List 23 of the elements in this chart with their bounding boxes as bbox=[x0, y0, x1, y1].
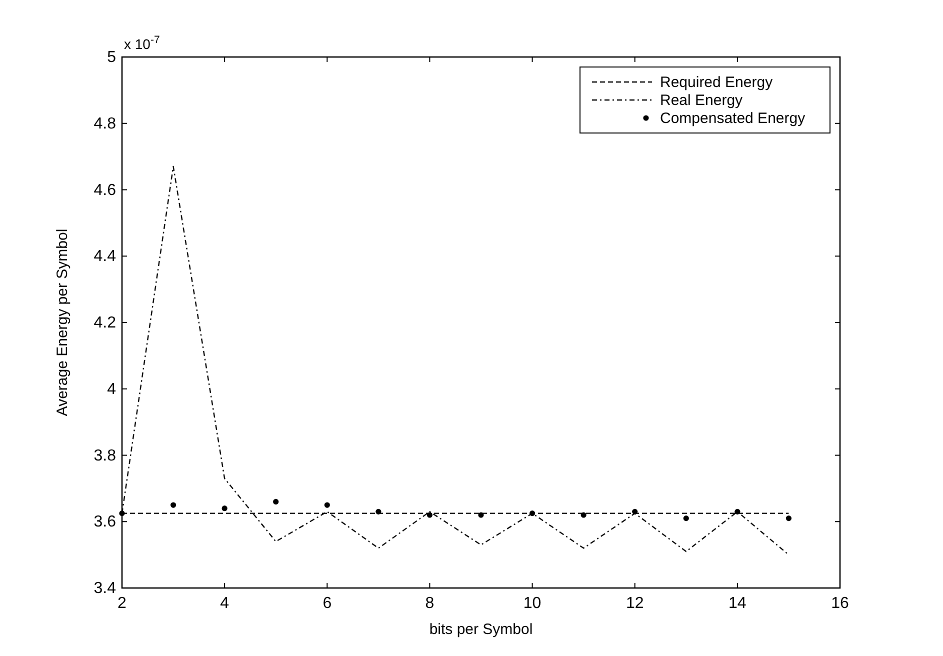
x-tick-label: 10 bbox=[523, 595, 542, 612]
y-tick-label: 3.8 bbox=[94, 447, 116, 464]
y-tick-label: 3.4 bbox=[94, 580, 116, 597]
y-tick-label: 4 bbox=[107, 380, 116, 398]
x-tick-label: 6 bbox=[322, 595, 332, 612]
legend-label: Real Energy bbox=[660, 92, 744, 109]
legend-label: Required Energy bbox=[660, 74, 774, 91]
y-tick-label: 4.8 bbox=[94, 115, 116, 132]
x-tick-label: 8 bbox=[425, 595, 434, 612]
y-tick-label: 4.2 bbox=[94, 314, 116, 332]
y-axis-title: Average Energy per Symbol bbox=[54, 228, 71, 416]
y-tick-label: 4.4 bbox=[94, 248, 116, 266]
x-tick-label: 12 bbox=[626, 595, 644, 612]
y-tick-label: 4.6 bbox=[94, 182, 116, 199]
x-tick-label: 14 bbox=[728, 595, 746, 612]
y-tick-label: 3.6 bbox=[94, 514, 116, 531]
legend-label: Compensated Energy bbox=[660, 110, 806, 127]
x-axis-title: bits per Symbol bbox=[429, 621, 533, 638]
x-tick-label: 16 bbox=[831, 595, 849, 612]
y-tick-label: 5 bbox=[107, 49, 116, 66]
text: x 10$^{-7}$ bbox=[124, 34, 160, 52]
x-tick-label: 2 bbox=[118, 595, 127, 612]
x-tick-label: 4 bbox=[220, 595, 230, 612]
